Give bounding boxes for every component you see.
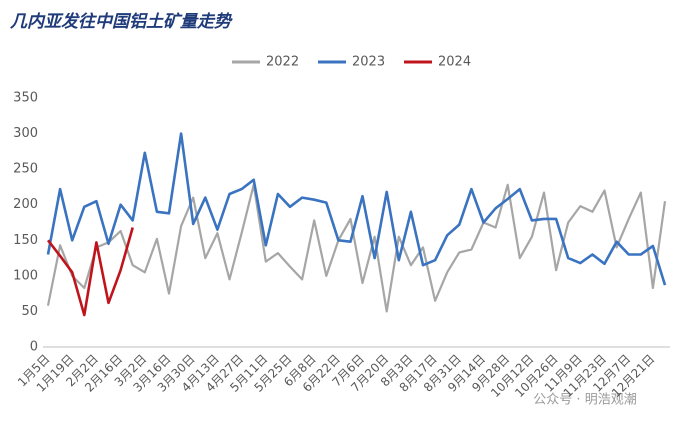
legend-label: 2024	[438, 55, 471, 70]
y-tick-label: 100	[13, 268, 38, 283]
legend-label: 2023	[352, 55, 385, 70]
y-tick-label: 150	[13, 233, 38, 248]
y-tick-label: 0	[30, 340, 38, 355]
watermark: 公众号 · 明浩观潮	[533, 393, 636, 408]
series-line	[46, 183, 667, 313]
y-tick-label: 300	[13, 126, 38, 141]
series-line	[46, 227, 134, 317]
legend-label: 2022	[266, 55, 299, 70]
y-tick-label: 200	[13, 197, 38, 212]
y-tick-label: 350	[13, 91, 38, 106]
y-tick-label: 50	[21, 304, 38, 319]
y-tick-label: 250	[13, 162, 38, 177]
chart-title: 几内亚发往中国铝土矿量走势	[10, 12, 233, 32]
series-line	[46, 132, 667, 286]
